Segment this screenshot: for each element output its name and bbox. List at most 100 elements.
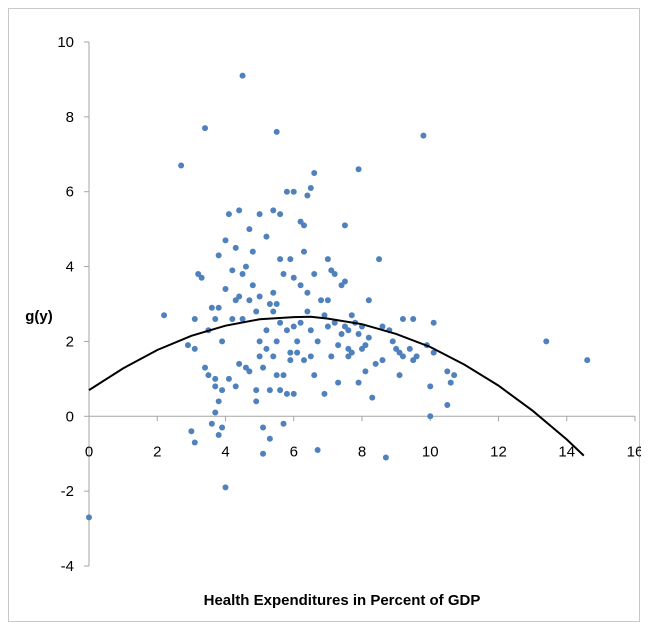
x-tick-label: 0 xyxy=(85,443,93,460)
data-point xyxy=(260,364,267,371)
tick-labels: 0 2 4 6 8 10 12 14 16 -4 -2 0 2 4 6 8 10 xyxy=(57,34,641,575)
chart-frame: 0 2 4 6 8 10 12 14 16 -4 -2 0 2 4 6 8 10 Health Expendit… xyxy=(8,8,641,622)
data-point xyxy=(253,308,260,315)
data-point xyxy=(304,289,311,296)
x-tick-label: 6 xyxy=(290,443,298,460)
x-tick-label: 16 xyxy=(627,443,641,460)
data-point xyxy=(290,188,297,195)
data-point xyxy=(287,349,294,356)
data-point xyxy=(229,315,236,322)
data-point xyxy=(236,360,243,367)
y-tick-label: -4 xyxy=(61,558,74,575)
data-point xyxy=(338,330,345,337)
data-point xyxy=(242,263,249,270)
data-point xyxy=(256,353,263,360)
data-point xyxy=(222,286,229,293)
data-point xyxy=(321,312,328,319)
data-point xyxy=(280,420,287,427)
data-point xyxy=(287,256,294,263)
data-point xyxy=(270,207,277,214)
data-point xyxy=(270,289,277,296)
y-tick-label: 8 xyxy=(66,109,74,126)
data-point xyxy=(270,308,277,315)
data-point xyxy=(198,274,205,281)
data-point xyxy=(236,293,243,300)
data-point xyxy=(307,353,314,360)
data-point xyxy=(219,338,226,345)
data-point xyxy=(369,394,376,401)
x-tick-label: 10 xyxy=(422,443,439,460)
data-point xyxy=(314,446,321,453)
data-point xyxy=(331,319,338,326)
y-tick-label: -2 xyxy=(61,483,74,500)
data-point xyxy=(283,327,290,334)
data-point xyxy=(430,319,437,326)
data-point xyxy=(236,207,243,214)
data-point xyxy=(225,211,232,218)
data-point xyxy=(161,312,168,319)
data-point xyxy=(297,282,304,289)
data-point xyxy=(191,315,198,322)
data-point xyxy=(376,256,383,263)
data-point xyxy=(270,353,277,360)
data-point xyxy=(256,338,263,345)
data-point xyxy=(341,222,348,229)
data-point xyxy=(263,345,270,352)
data-point xyxy=(345,327,352,334)
data-point xyxy=(328,353,335,360)
data-point xyxy=(266,301,273,307)
data-point xyxy=(341,278,348,285)
data-point xyxy=(266,435,273,442)
data-point xyxy=(256,211,263,218)
data-point xyxy=(191,439,198,446)
y-tick-label: 4 xyxy=(66,259,74,276)
data-point xyxy=(399,353,406,360)
y-tick-label: 2 xyxy=(66,333,74,350)
data-point xyxy=(324,323,331,330)
data-point xyxy=(396,372,403,379)
data-point xyxy=(311,271,318,278)
data-point xyxy=(324,256,331,263)
data-point xyxy=(287,357,294,364)
data-point xyxy=(219,424,226,431)
data-point xyxy=(273,338,280,345)
y-tick-label: 6 xyxy=(66,184,74,201)
data-point xyxy=(290,274,297,281)
data-point xyxy=(348,312,355,319)
x-tick-label: 2 xyxy=(153,443,161,460)
data-point xyxy=(253,387,260,394)
data-point xyxy=(178,162,185,169)
data-point xyxy=(219,387,226,394)
data-point xyxy=(311,170,318,176)
data-point xyxy=(280,271,287,278)
data-point xyxy=(215,304,222,311)
data-point xyxy=(191,345,198,352)
data-point xyxy=(447,379,454,386)
data-point xyxy=(290,323,297,330)
data-point xyxy=(372,360,379,367)
data-point xyxy=(273,128,280,135)
data-point xyxy=(355,166,362,173)
data-point xyxy=(202,125,209,132)
data-point xyxy=(232,244,239,251)
data-point xyxy=(215,252,222,259)
data-point xyxy=(290,390,297,397)
data-point xyxy=(399,315,406,322)
data-point xyxy=(307,327,314,334)
data-point xyxy=(266,387,273,394)
data-point xyxy=(229,267,236,274)
data-point xyxy=(215,398,222,405)
x-axis-title: Health Expenditures in Percent of GDP xyxy=(204,592,481,609)
data-point xyxy=(379,323,386,330)
data-point xyxy=(239,315,246,322)
data-point xyxy=(382,454,389,461)
data-point xyxy=(277,319,284,326)
data-point xyxy=(335,379,342,386)
x-tick-label: 14 xyxy=(558,443,575,460)
data-point xyxy=(253,398,260,405)
data-point xyxy=(355,330,362,337)
data-point xyxy=(188,428,195,435)
data-point xyxy=(413,353,420,360)
data-point xyxy=(427,383,434,390)
data-point xyxy=(321,390,328,397)
